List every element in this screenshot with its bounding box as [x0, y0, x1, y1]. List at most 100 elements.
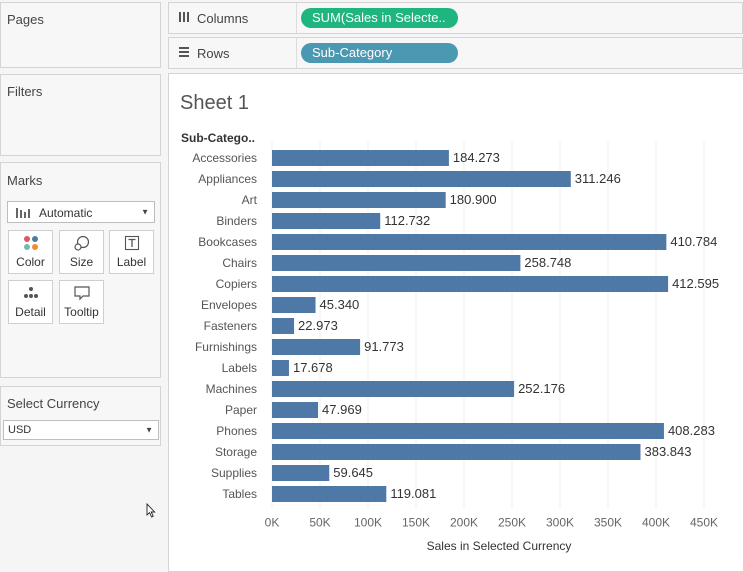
value-label: 311.246 — [575, 171, 621, 186]
value-label: 47.969 — [322, 402, 362, 417]
columns-pill[interactable]: SUM(Sales in Selecte.. — [301, 8, 458, 28]
value-label: 119.081 — [390, 486, 436, 501]
chevron-down-icon: ▼ — [141, 207, 149, 217]
value-label: 45.340 — [320, 297, 360, 312]
tooltip-button[interactable]: Tooltip — [59, 280, 104, 324]
chevron-down-icon: ▼ — [145, 425, 153, 435]
x-tick-label: 300K — [546, 516, 574, 530]
x-tick-label: 400K — [642, 516, 670, 530]
category-label: Chairs — [222, 256, 257, 270]
rows-icon — [178, 46, 190, 61]
bar[interactable] — [272, 171, 571, 187]
category-label: Labels — [222, 361, 257, 375]
pages-card-title: Pages — [7, 12, 44, 27]
bar[interactable] — [272, 360, 289, 376]
columns-shelf-label: Columns — [197, 11, 249, 26]
bar[interactable] — [272, 255, 521, 271]
category-label: Bookcases — [198, 235, 257, 249]
category-label: Copiers — [216, 277, 257, 291]
value-label: 180.900 — [450, 192, 497, 207]
color-button-label: Color — [16, 255, 45, 269]
bar[interactable] — [272, 465, 330, 481]
value-label: 91.773 — [364, 339, 404, 354]
category-label: Accessories — [192, 151, 257, 165]
shelf-divider — [296, 3, 297, 33]
category-label: Envelopes — [201, 298, 257, 312]
category-label: Supplies — [211, 466, 257, 480]
detail-icon — [9, 281, 52, 305]
value-label: 258.748 — [524, 255, 571, 270]
rows-shelf[interactable]: Rows Sub-Category — [168, 37, 743, 69]
color-button[interactable]: Color — [8, 230, 53, 274]
category-label: Binders — [216, 214, 257, 228]
size-button[interactable]: Size — [59, 230, 104, 274]
x-tick-label: 350K — [594, 516, 622, 530]
columns-shelf-header: Columns — [178, 11, 248, 26]
bar[interactable] — [272, 213, 381, 229]
bar[interactable] — [272, 234, 667, 250]
bar[interactable] — [272, 423, 664, 439]
bar[interactable] — [272, 276, 669, 292]
value-label: 383.843 — [644, 444, 691, 459]
tooltip-button-label: Tooltip — [64, 305, 99, 319]
marks-card-title: Marks — [7, 173, 43, 188]
rows-shelf-label: Rows — [197, 46, 230, 61]
bar[interactable] — [272, 402, 319, 418]
color-dots-icon — [9, 231, 52, 255]
bar[interactable] — [272, 486, 387, 502]
columns-icon — [178, 11, 190, 26]
mark-type-select[interactable]: Automatic ▼ — [7, 201, 155, 223]
category-label: Paper — [225, 403, 257, 417]
size-button-label: Size — [69, 255, 94, 269]
label-icon — [110, 231, 153, 255]
row-header: Sub-Catego.. — [181, 131, 255, 145]
x-tick-label: 50K — [309, 516, 330, 530]
shelf-divider — [296, 38, 297, 68]
columns-shelf[interactable]: Columns SUM(Sales in Selecte.. — [168, 2, 743, 34]
category-label: Storage — [215, 445, 257, 459]
value-label: 17.678 — [293, 360, 333, 375]
bar[interactable] — [272, 339, 361, 355]
pages-card: Pages — [0, 2, 161, 68]
x-axis-title: Sales in Selected Currency — [427, 539, 572, 553]
value-label: 410.784 — [670, 234, 717, 249]
bar[interactable] — [272, 192, 446, 208]
detail-button-label: Detail — [15, 305, 46, 319]
currency-parameter-card: Select Currency USD ▼ — [0, 386, 161, 446]
rows-pill[interactable]: Sub-Category — [301, 43, 458, 63]
marks-card: Marks Automatic ▼ Color Size Label Detai… — [0, 162, 161, 378]
category-label: Furnishings — [195, 340, 257, 354]
category-label: Tables — [222, 487, 257, 501]
x-tick-label: 250K — [498, 516, 526, 530]
x-tick-label: 0K — [265, 516, 280, 530]
mark-type-icon — [15, 207, 33, 222]
bar-chart: Sub-Catego.. Accessories Appliances Art Bin… — [181, 131, 719, 553]
value-label: 252.176 — [518, 381, 565, 396]
currency-select[interactable]: USD ▼ — [3, 420, 159, 440]
size-icon — [60, 231, 103, 255]
filters-card[interactable]: Filters — [0, 74, 161, 156]
bar[interactable] — [272, 381, 515, 397]
bar[interactable] — [272, 318, 295, 334]
tooltip-icon — [60, 281, 103, 305]
category-label: Phones — [216, 424, 257, 438]
mouse-cursor-icon — [146, 502, 156, 523]
label-button[interactable]: Label — [109, 230, 154, 274]
x-tick-label: 100K — [354, 516, 382, 530]
value-label: 22.973 — [298, 318, 338, 333]
category-label: Art — [242, 193, 258, 207]
value-label: 408.283 — [668, 423, 715, 438]
value-label: 112.732 — [384, 213, 430, 228]
category-label: Fasteners — [204, 319, 257, 333]
label-button-label: Label — [116, 255, 147, 269]
value-label: 184.273 — [453, 150, 500, 165]
detail-button[interactable]: Detail — [8, 280, 53, 324]
bar[interactable] — [272, 297, 316, 313]
bar[interactable] — [272, 150, 449, 166]
filters-card-title: Filters — [7, 84, 43, 99]
bar[interactable] — [272, 444, 641, 460]
category-label: Appliances — [198, 172, 257, 186]
sheet-title: Sheet 1 — [180, 92, 249, 114]
x-tick-label: 200K — [450, 516, 478, 530]
mark-type-value: Automatic — [39, 206, 93, 220]
